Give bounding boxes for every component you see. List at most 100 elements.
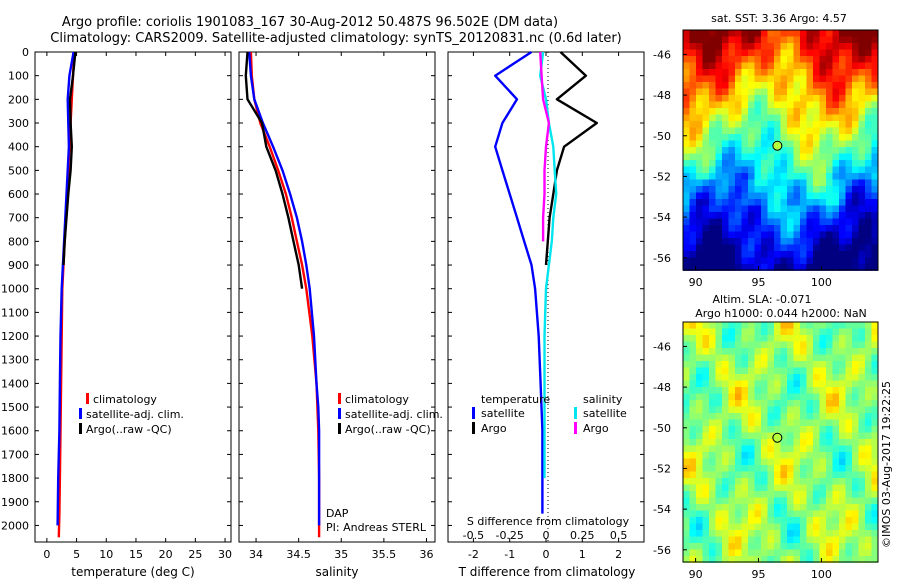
heatmap-cell [702,387,710,394]
heatmap-cell [748,328,755,336]
heatmap-cell [858,166,866,174]
legend-argo: Argo(..raw -QC) [86,423,172,436]
heatmap-cell [852,458,859,466]
heatmap-cell [780,199,788,206]
heatmap-cell [813,82,820,89]
heatmap-cell [793,445,801,453]
heatmap-cell [728,82,736,89]
heatmap-cell [754,491,762,498]
heatmap-cell [800,205,807,213]
heatmap-cell [793,452,801,459]
heatmap-cell [683,244,690,252]
heatmap-cell [813,523,820,531]
heatmap-cell [741,238,749,245]
heatmap-cell [754,218,762,226]
heatmap-cell [832,426,840,433]
heatmap-cell [787,491,794,498]
heatmap-cell [826,88,833,96]
lat-tick-label: -46 [653,48,671,61]
heatmap-cell [800,517,807,524]
heatmap-cell [800,452,807,459]
heatmap-cell [722,445,729,453]
heatmap-cell [774,205,781,213]
heatmap-cell [806,218,814,226]
heatmap-cell [852,160,859,167]
heatmap-cell [715,108,723,115]
heatmap-cell [696,504,703,511]
heatmap-cell [793,491,801,498]
heatmap-cell [813,465,820,472]
heatmap-cell [709,452,716,459]
heatmap-cell [813,380,820,388]
heatmap-cell [871,173,879,180]
heatmap-cell [748,75,755,83]
heatmap-cell [826,179,833,187]
heatmap-cell [735,257,742,265]
heatmap-cell [826,530,833,537]
heatmap-cell [852,491,859,498]
heatmap-cell [780,439,788,446]
heatmap-cell [800,445,807,453]
heatmap-cell [819,335,827,342]
heatmap-cell [865,36,872,44]
heatmap-cell [754,445,762,453]
heatmap-cell [709,218,716,226]
heatmap-cell [839,439,846,446]
heatmap-cell [741,328,749,336]
heatmap-cell [865,328,872,336]
heatmap-cell [709,432,716,440]
heatmap-cell [735,121,742,128]
x-tick-label: 5 [73,548,80,561]
heatmap-cell [774,471,781,479]
heatmap-cell [852,387,859,394]
heatmap-cell [702,244,710,252]
heatmap-cell [741,69,749,76]
heatmap-cell [858,484,866,492]
heatmap-cell [839,491,846,498]
heatmap-cell [832,205,840,213]
heatmap-cell [858,361,866,368]
heatmap-cell [852,56,859,63]
heatmap-cell [826,257,833,265]
heatmap-cell [793,335,801,342]
heatmap-cell [780,432,788,440]
heatmap-cell [709,380,716,388]
heatmap-cell [819,361,827,368]
heatmap-cell [871,380,879,388]
heatmap-cell [715,432,723,440]
heatmap-cell [832,101,840,109]
heatmap-cell [715,62,723,70]
heatmap-cell [683,160,690,167]
heatmap-cell [826,374,833,381]
heatmap-cell [728,393,736,401]
heatmap-cell [709,153,716,161]
heatmap-cell [709,264,716,271]
heatmap-cell [826,199,833,206]
heatmap-cell [761,199,768,206]
heatmap-cell [793,400,801,407]
heatmap-cell [852,62,859,70]
heatmap-cell [865,212,872,219]
heatmap-cell [748,218,755,226]
s-difference-xlabel: S difference from climatology [467,515,630,528]
depth-tick-label: 0 [22,46,29,59]
heatmap-cell [754,510,762,518]
heatmap-cell [715,445,723,453]
heatmap-cell [696,75,703,83]
heatmap-cell [741,361,749,368]
heatmap-cell [839,413,846,420]
heatmap-cell [780,556,788,563]
heatmap-cell [780,536,788,544]
heatmap-cell [780,251,788,258]
heatmap-cell [832,49,840,57]
heatmap-cell [722,56,729,63]
heatmap-cell [774,510,781,518]
heatmap-cell [806,36,814,44]
heatmap-cell [715,140,723,148]
heatmap-cell [735,88,742,96]
heatmap-cell [696,160,703,167]
heatmap-cell [741,387,749,394]
heatmap-cell [728,491,736,498]
heatmap-cell [800,335,807,342]
heatmap-cell [748,82,755,89]
